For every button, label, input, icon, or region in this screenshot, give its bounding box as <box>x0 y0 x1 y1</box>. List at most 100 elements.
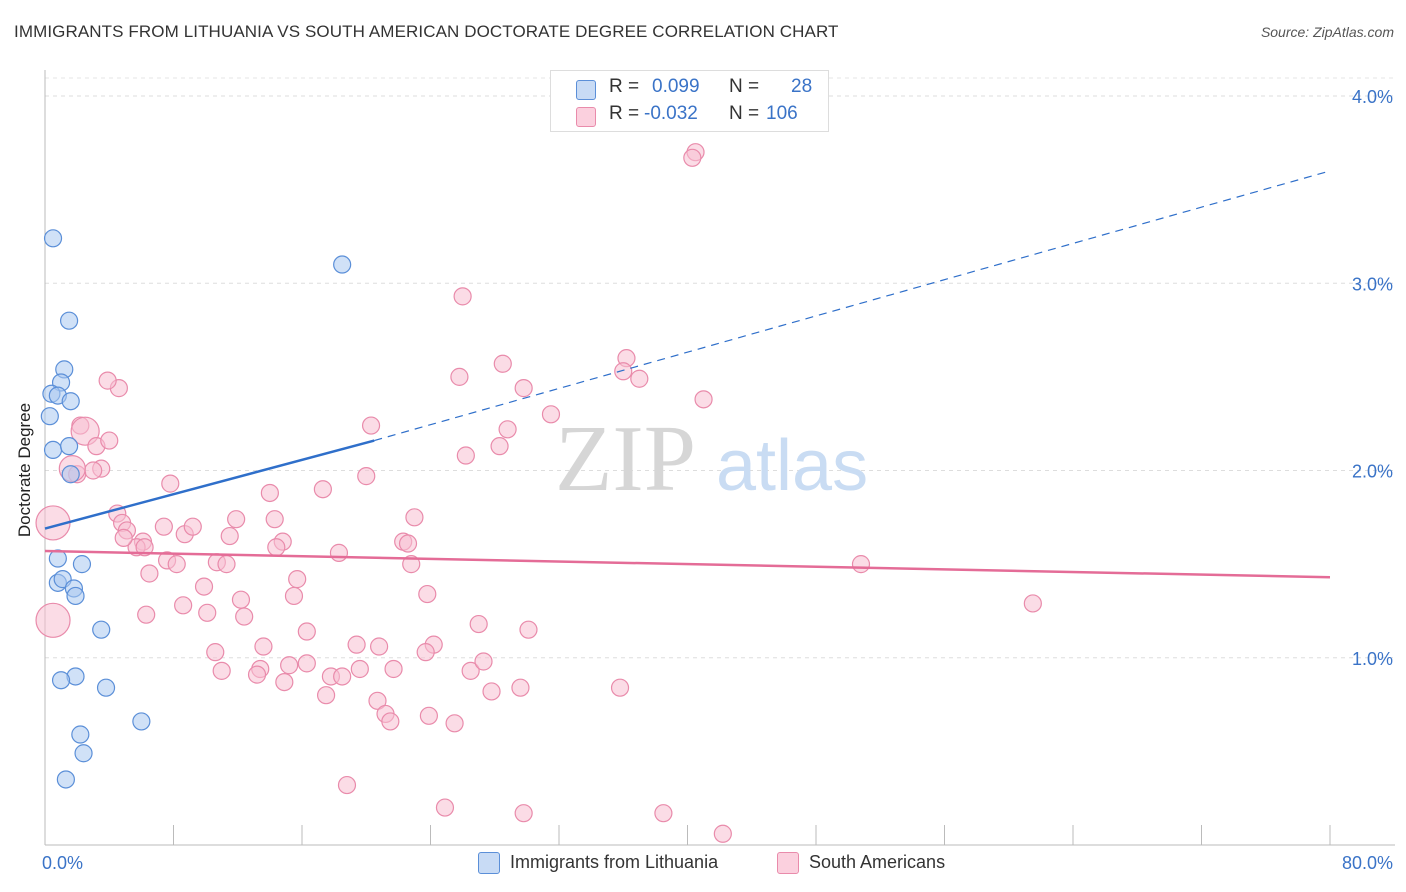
grid-lines <box>45 77 1395 659</box>
data-point <box>514 379 533 398</box>
data-point <box>92 620 111 639</box>
data-point <box>347 635 366 654</box>
data-point <box>59 311 79 330</box>
data-point <box>154 517 173 536</box>
n-value: 28 <box>791 76 813 97</box>
data-point <box>84 461 103 480</box>
data-point <box>96 678 116 697</box>
data-point <box>72 555 92 574</box>
blue-swatch <box>576 80 596 100</box>
data-point <box>405 508 424 527</box>
n-label: N = <box>729 103 760 124</box>
data-point <box>541 405 561 424</box>
data-point <box>614 362 633 381</box>
data-point <box>313 480 332 499</box>
chart-title: IMMIGRANTS FROM LITHUANIA VS SOUTH AMERI… <box>14 22 839 41</box>
data-point <box>368 691 387 710</box>
data-point <box>275 672 294 692</box>
data-point <box>140 564 159 583</box>
lithuania-trend-extension <box>374 170 1331 442</box>
data-point <box>493 354 512 373</box>
data-point <box>212 661 231 680</box>
data-point <box>235 607 254 626</box>
data-point <box>402 555 421 574</box>
data-point <box>61 392 80 411</box>
blue-swatch <box>478 852 500 874</box>
r-label: R = <box>609 76 640 97</box>
data-point <box>217 555 236 574</box>
data-point <box>56 770 75 789</box>
r-label: R = <box>609 103 640 124</box>
data-point <box>43 440 63 460</box>
stats-legend: R = 0.099 N = 28 R = -0.032 N = 106 <box>550 70 829 132</box>
data-point <box>337 775 357 795</box>
data-point <box>490 437 509 456</box>
data-point <box>174 596 193 615</box>
data-point <box>280 656 299 675</box>
data-point <box>498 420 517 439</box>
y-tick-label: 3.0% <box>1352 274 1393 294</box>
data-point <box>100 431 119 450</box>
stats-row-lithuania: R = 0.099 N = 28 <box>551 76 828 102</box>
data-point <box>61 465 80 484</box>
data-point <box>419 706 438 725</box>
data-point <box>227 510 246 529</box>
data-point <box>416 643 435 662</box>
data-point <box>511 678 530 697</box>
data-point <box>683 148 702 167</box>
stats-row-south-americans: R = -0.032 N = 106 <box>551 103 828 129</box>
data-point <box>183 517 202 536</box>
trend-lines <box>44 170 1331 579</box>
data-point <box>514 804 533 823</box>
data-point <box>74 744 93 763</box>
data-point <box>384 659 403 679</box>
data-point <box>357 467 376 486</box>
data-point <box>231 590 251 609</box>
y-tick-label: 1.0% <box>1352 649 1393 669</box>
data-point <box>519 620 538 639</box>
data-point <box>194 577 214 596</box>
data-point <box>260 483 279 503</box>
data-point <box>66 586 85 606</box>
pink-swatch <box>576 107 596 127</box>
data-point <box>482 682 501 701</box>
lithuania-trend-line <box>44 439 375 530</box>
data-point <box>461 661 480 680</box>
south-americans-trend-line <box>44 549 1331 579</box>
data-point <box>135 538 154 557</box>
data-point <box>114 528 133 548</box>
y-axis-label: Doctorate Degree <box>15 402 34 538</box>
data-point <box>381 712 400 731</box>
data-point <box>161 474 180 493</box>
data-point <box>456 446 475 465</box>
n-label: N = <box>729 76 760 97</box>
legend-label: Immigrants from Lithuania <box>510 852 719 872</box>
y-tick-label: 2.0% <box>1352 462 1393 482</box>
r-value: 0.099 <box>652 76 700 97</box>
data-point <box>333 667 352 686</box>
n-value: 106 <box>766 103 798 124</box>
tick-labels: 1.0% 2.0% 3.0% 4.0% 0.0% 80.0% <box>42 87 1393 873</box>
data-point <box>48 549 67 568</box>
data-point <box>98 371 117 390</box>
watermark-zip: ZIP <box>555 407 696 511</box>
data-point <box>453 287 472 306</box>
data-point <box>610 678 630 697</box>
y-tick-label: 4.0% <box>1352 87 1393 107</box>
data-point <box>167 555 186 574</box>
axes <box>44 70 1395 846</box>
data-point <box>35 602 71 638</box>
data-point <box>71 725 90 744</box>
data-point <box>265 510 284 529</box>
data-point <box>284 586 304 606</box>
data-point <box>51 671 71 690</box>
lithuania-points <box>40 229 352 789</box>
data-point <box>418 584 437 604</box>
data-point <box>851 555 871 574</box>
south-americans-points <box>35 143 1042 843</box>
data-point <box>206 643 225 662</box>
data-point <box>450 367 469 386</box>
data-point <box>137 605 156 624</box>
data-point <box>1023 594 1042 613</box>
